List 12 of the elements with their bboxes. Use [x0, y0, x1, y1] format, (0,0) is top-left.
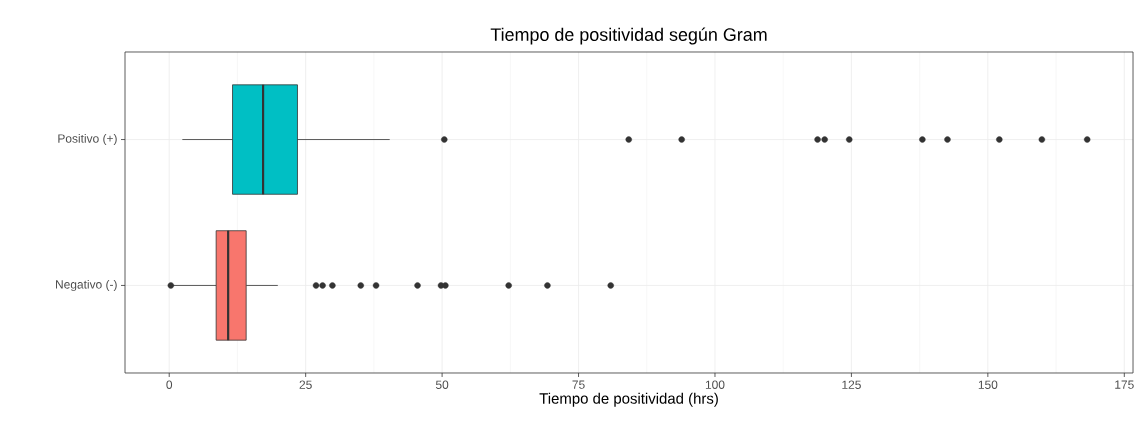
x-tick-label: 50	[435, 380, 449, 389]
x-tick-label: 125	[842, 380, 861, 389]
y-tick-label: Negativo (-)	[56, 279, 117, 292]
x-axis-title: Tiempo de positividad (hrs)	[539, 392, 718, 407]
x-tick-label: 25	[299, 380, 312, 389]
x-tick-label: 175	[1115, 380, 1134, 389]
y-tick-label: Positivo (+)	[58, 133, 117, 146]
x-tick-label: 0	[166, 380, 173, 389]
chart-title: Tiempo de positividad según Gram	[490, 27, 767, 45]
x-tick-label: 150	[978, 380, 998, 389]
x-tick-label: 100	[705, 380, 725, 389]
x-tick-label: 75	[572, 380, 585, 389]
